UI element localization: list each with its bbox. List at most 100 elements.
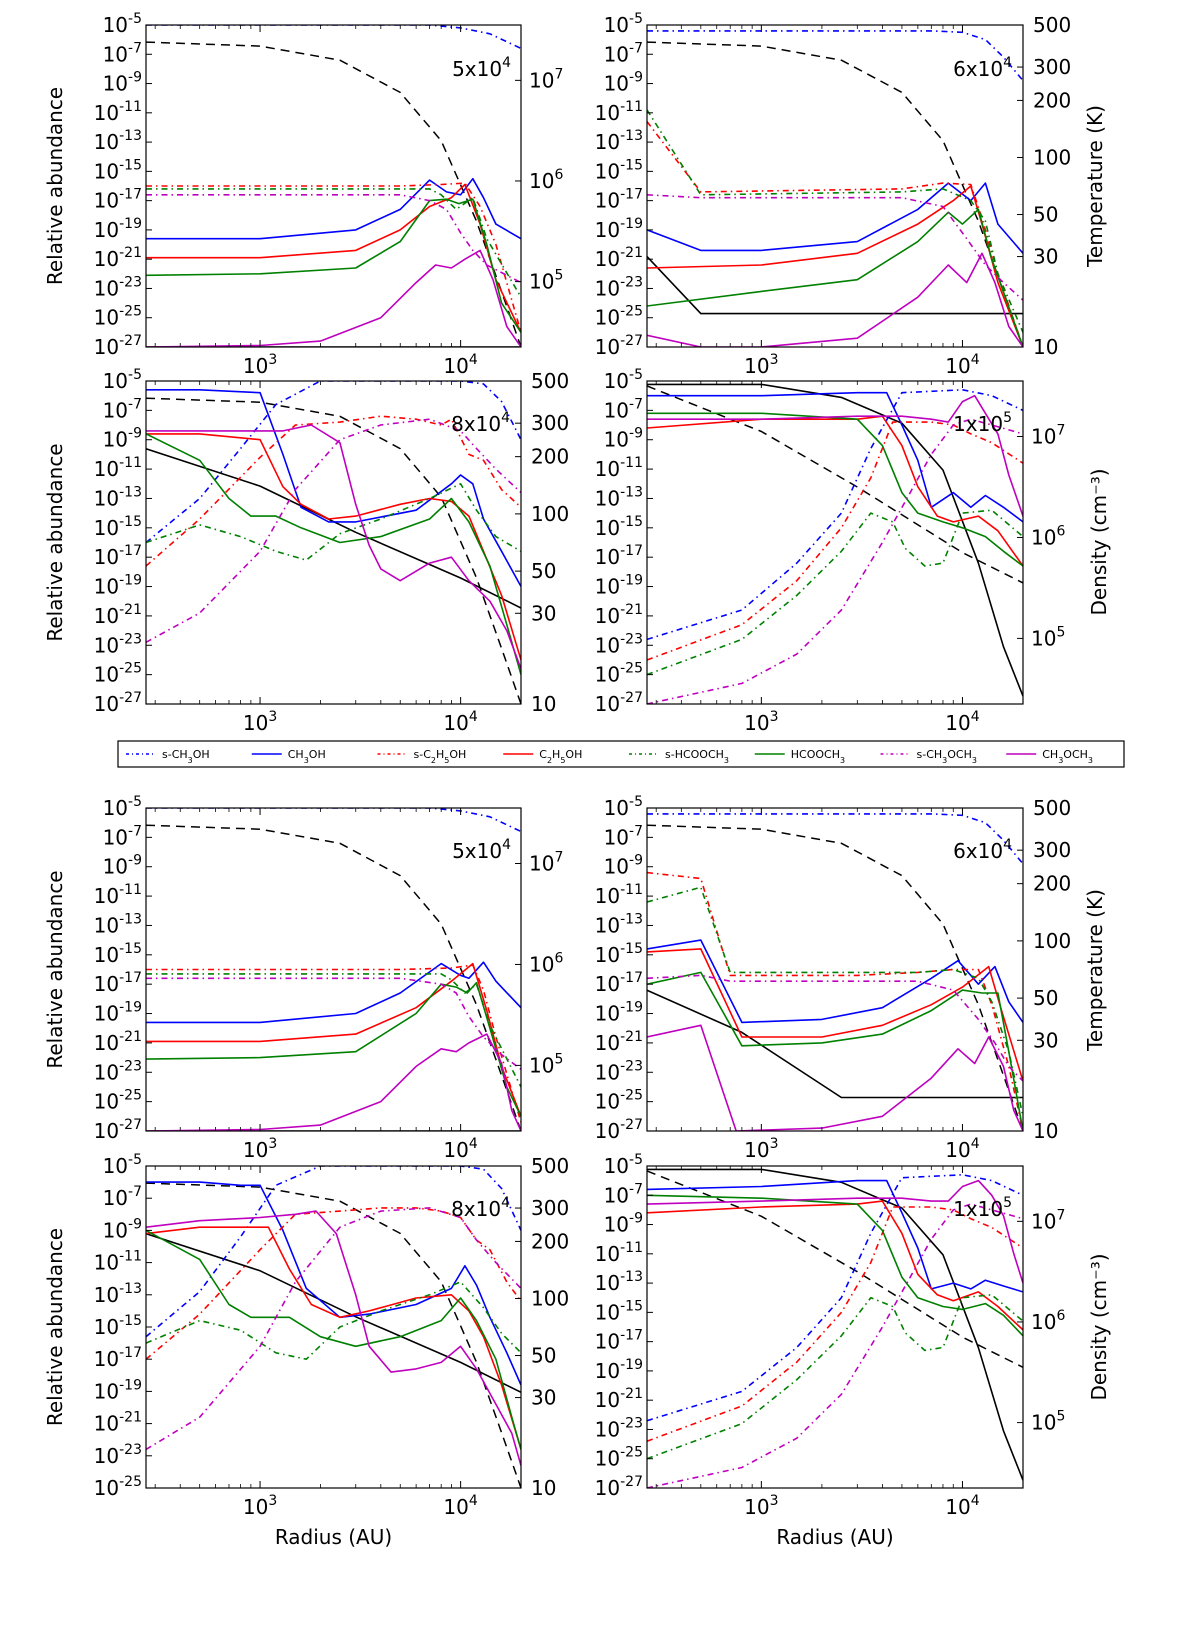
temperature-tick-label: 100 [531, 502, 569, 526]
y-tick-label: 10-11 [94, 1249, 142, 1275]
density-tick-label: 106 [529, 167, 563, 193]
y-tick-label: 10-21 [94, 602, 142, 628]
series-hcooch3 [146, 981, 521, 1117]
y-tick-label: 10-11 [595, 99, 643, 125]
y-tick-label: 10-13 [94, 1281, 142, 1307]
y-tick-label: 10-19 [94, 216, 142, 242]
plot-frame [646, 1165, 1024, 1489]
y-tick-label: 10-11 [595, 1240, 643, 1266]
panel-annotation: 8x104 [451, 410, 510, 436]
series-ch3oh [647, 182, 1023, 254]
series-c2h5oh [146, 962, 521, 1117]
y-tick-label: 10-21 [595, 245, 643, 271]
panel-annotation: 6x104 [953, 837, 1012, 863]
temperature-tick-label: 200 [1033, 88, 1071, 112]
density-tick-label: 106 [1031, 523, 1065, 549]
y-tick-label: 10-15 [94, 514, 142, 540]
y-tick-label: 10-11 [595, 882, 643, 908]
y-tick-label: 10-27 [595, 1474, 643, 1500]
panel-top-c: 103 104 10-5 10-7 10-9 10-11 10-13 10-15 10-17 10… [43, 367, 569, 735]
panel-annotation: 1x105 [953, 410, 1012, 436]
series-s-hcooch3 [146, 1281, 521, 1360]
density-tick-label: 107 [1031, 423, 1065, 449]
panel-annotation: 6x104 [953, 55, 1012, 81]
temperature-tick-label: 100 [1033, 145, 1071, 169]
temperature-tick-label: 30 [1033, 245, 1058, 269]
y-axis-title: Relative abundance [43, 443, 67, 641]
y-tick-label: 10-19 [94, 1377, 142, 1403]
density-tick-label: 107 [1031, 1207, 1065, 1233]
temperature-tick-label: 50 [531, 559, 556, 583]
y-tick-label: 10-9 [604, 1211, 643, 1237]
x-tick-label: 104 [443, 1493, 477, 1519]
y-tick-label: 10-17 [595, 970, 643, 996]
series-ch3oh [146, 961, 521, 1024]
x-axis-title: Radius (AU) [776, 1525, 893, 1549]
y-tick-label: 10-23 [595, 1058, 643, 1084]
series-c2h5oh [647, 415, 1023, 567]
series-ch3och3 [647, 1024, 1023, 1131]
temperature-curve [647, 989, 1023, 1099]
y-tick-label: 10-19 [595, 573, 643, 599]
density-curve [647, 1170, 1023, 1368]
temperature-tick-label: 50 [1033, 986, 1058, 1010]
series-hcooch3 [647, 971, 1023, 1131]
y-tick-label: 10-21 [94, 1029, 142, 1055]
panel-bottom-b: 103 104 10-5 10-7 10-9 10-11 10-13 10-15 10-17 10… [595, 794, 1072, 1162]
series-hcooch3 [146, 1229, 521, 1450]
y-tick-label: 10-27 [595, 690, 643, 716]
y-axis-title: Relative abundance [43, 870, 67, 1068]
y-tick-label: 10-17 [94, 970, 142, 996]
temperature-tick-label: 100 [531, 1286, 569, 1310]
series-s-ch3och3 [647, 974, 1023, 1082]
density-tick-label: 105 [1031, 624, 1065, 650]
series-hcooch3 [647, 208, 1023, 347]
plot-area [647, 25, 1023, 347]
y-tick-label: 10-5 [103, 1152, 142, 1178]
panel-top-d: 103 104 10-5 10-7 10-9 10-11 10-13 10-15 10-17 10… [595, 367, 1066, 735]
temperature-tick-label: 30 [531, 601, 556, 625]
y-tick-label: 10-15 [595, 941, 643, 967]
temperature-tick-label: 300 [531, 411, 569, 435]
y-tick-label: 10-17 [94, 543, 142, 569]
y-tick-label: 10-13 [94, 911, 142, 937]
series-ch3oh [647, 391, 1023, 523]
y-tick-label: 10-23 [94, 1058, 142, 1084]
y-tick-label: 10-5 [604, 1152, 643, 1178]
y-tick-label: 10-27 [595, 1117, 643, 1143]
series-s-hcooch3 [647, 509, 1023, 676]
series-group [146, 808, 521, 1131]
y-tick-label: 10-21 [94, 1410, 142, 1436]
x-tick-label: 104 [945, 352, 979, 378]
legend-label: HCOOCH3 [791, 748, 845, 765]
temperature-curve [647, 1168, 1023, 1481]
series-s-ch3och3 [647, 418, 1023, 704]
series-ch3och3 [146, 424, 521, 670]
y-tick-label: 10-13 [595, 128, 643, 154]
x-axis-title: Radius (AU) [275, 1525, 392, 1549]
y-tick-label: 10-25 [94, 1088, 142, 1114]
x-tick-label: 104 [443, 709, 477, 735]
y-tick-label: 10-5 [604, 11, 643, 37]
panel-annotation: 1x105 [953, 1195, 1012, 1221]
panel-annotation: 8x104 [451, 1195, 510, 1221]
temperature-tick-label: 500 [1033, 796, 1071, 820]
y-tick-label: 10-15 [94, 1313, 142, 1339]
panel-bottom-a: 103 104 10-5 10-7 10-9 10-11 10-13 10-15 10-17 10… [43, 794, 563, 1162]
series-group [146, 25, 521, 347]
x-tick-label: 103 [744, 352, 778, 378]
y-tick-label: 10-7 [103, 1184, 142, 1210]
series-ch3och3 [647, 252, 1023, 347]
series-hcooch3 [146, 433, 521, 675]
y-tick-label: 10-9 [604, 853, 643, 879]
y-tick-label: 10-17 [595, 543, 643, 569]
y-tick-label: 10-27 [94, 333, 142, 359]
y-tick-label: 10-11 [595, 455, 643, 481]
x-tick-label: 104 [945, 1493, 979, 1519]
y-tick-label: 10-9 [604, 70, 643, 96]
y-tick-label: 10-5 [103, 367, 142, 393]
y-tick-label: 10-15 [595, 514, 643, 540]
series-s-ch3och3 [146, 418, 521, 644]
series-ch3oh [647, 1179, 1023, 1293]
series-s-hcooch3 [647, 1294, 1023, 1460]
